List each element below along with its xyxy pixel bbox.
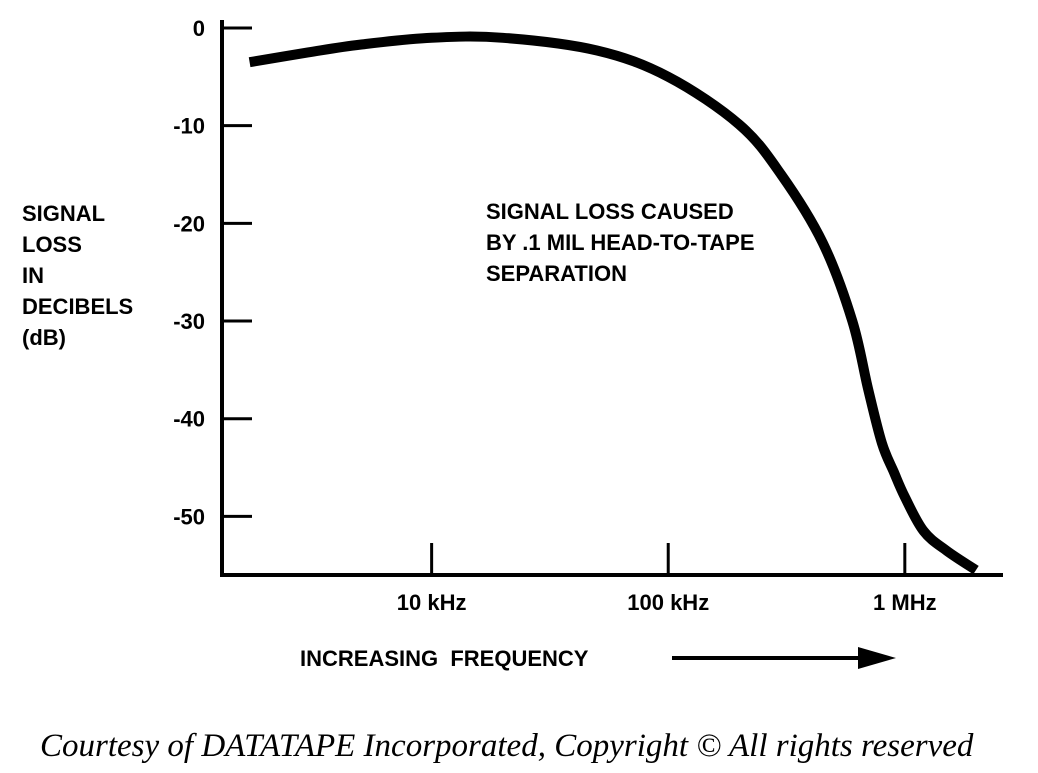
annotation-line: SIGNAL LOSS CAUSED [486,199,734,224]
y-tick-label: -50 [173,504,205,529]
courtesy-caption: Courtesy of DATATAPE Incorporated, Copyr… [40,728,974,764]
y-tick-label: -20 [173,211,205,236]
x-tick-label: 10 kHz [397,590,467,615]
x-axis-label: INCREASING FREQUENCY [300,646,589,671]
y-axis-label-line: LOSS [22,232,82,257]
annotation-line: SEPARATION [486,261,627,286]
annotation-line: BY .1 MIL HEAD-TO-TAPE [486,230,755,255]
y-axis-label-line: (dB) [22,325,66,350]
signal-loss-series-line [248,31,979,575]
y-tick-label: -40 [173,407,205,432]
y-axis-label-line: DECIBELS [22,294,134,319]
y-axis-label-line: SIGNAL [22,201,106,226]
y-tick-label: -10 [173,114,205,139]
y-axis-label-line: IN [22,263,44,288]
x-tick-label: 100 kHz [627,590,709,615]
signal-loss-chart: 0 -10 -20 -30 -40 -50 10 kHz 100 kHz 1 MHz [173,16,1003,669]
x-tick-label: 1 MHz [873,590,937,615]
y-tick-label: -30 [173,309,205,334]
frequency-arrow-head [858,647,896,669]
y-tick-label: 0 [193,16,205,41]
